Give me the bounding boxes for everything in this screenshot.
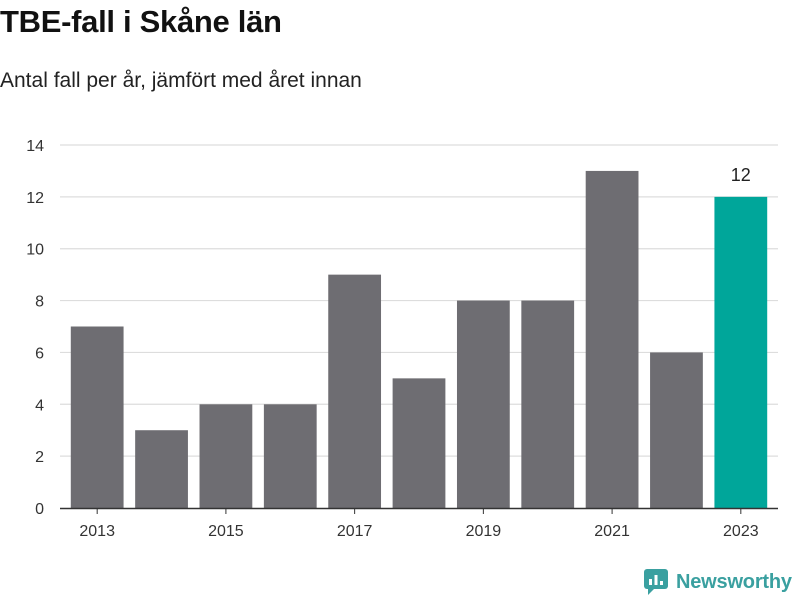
bar-2013 (70, 326, 124, 508)
y-tick-label: 12 (26, 190, 44, 207)
bar-2015 (199, 404, 253, 508)
newsworthy-brand: Newsworthy (644, 569, 792, 595)
bar-2020 (521, 300, 575, 508)
y-axis-ticks: 0 2 4 6 8 10 12 14 (26, 138, 44, 518)
bar-2019 (456, 300, 510, 508)
x-tick-label: 2015 (208, 523, 244, 540)
brand-name: Newsworthy (676, 570, 792, 593)
data-label-2023: 12 (731, 165, 751, 185)
y-tick-label: 6 (35, 345, 44, 362)
bar-2017 (328, 274, 382, 508)
y-tick-label: 8 (35, 294, 44, 311)
bar-2021 (585, 170, 639, 508)
chart-title: TBE-fall i Skåne län (0, 4, 282, 39)
x-tick-label: 2017 (337, 523, 373, 540)
newsworthy-logo-icon (644, 569, 668, 595)
bar-2023 (714, 196, 768, 508)
x-axis-ticks: 2013 2015 2017 2019 2021 2023 (79, 508, 759, 540)
y-tick-label: 10 (26, 242, 44, 259)
bar-2016 (263, 404, 317, 508)
x-tick-label: 2019 (466, 523, 502, 540)
x-tick-label: 2013 (79, 523, 115, 540)
bar-2014 (135, 430, 188, 508)
bars (70, 170, 768, 508)
bar-2022 (650, 352, 703, 508)
x-tick-label: 2021 (594, 523, 630, 540)
y-tick-label: 0 (35, 501, 44, 518)
data-labels: 12 (731, 165, 751, 185)
x-tick-label: 2023 (723, 523, 759, 540)
bar-2018 (392, 378, 446, 508)
y-tick-label: 14 (26, 138, 44, 155)
chart-subtitle: Antal fall per år, jämfört med året inna… (0, 69, 362, 92)
y-tick-label: 4 (35, 397, 44, 414)
y-tick-label: 2 (35, 449, 44, 466)
